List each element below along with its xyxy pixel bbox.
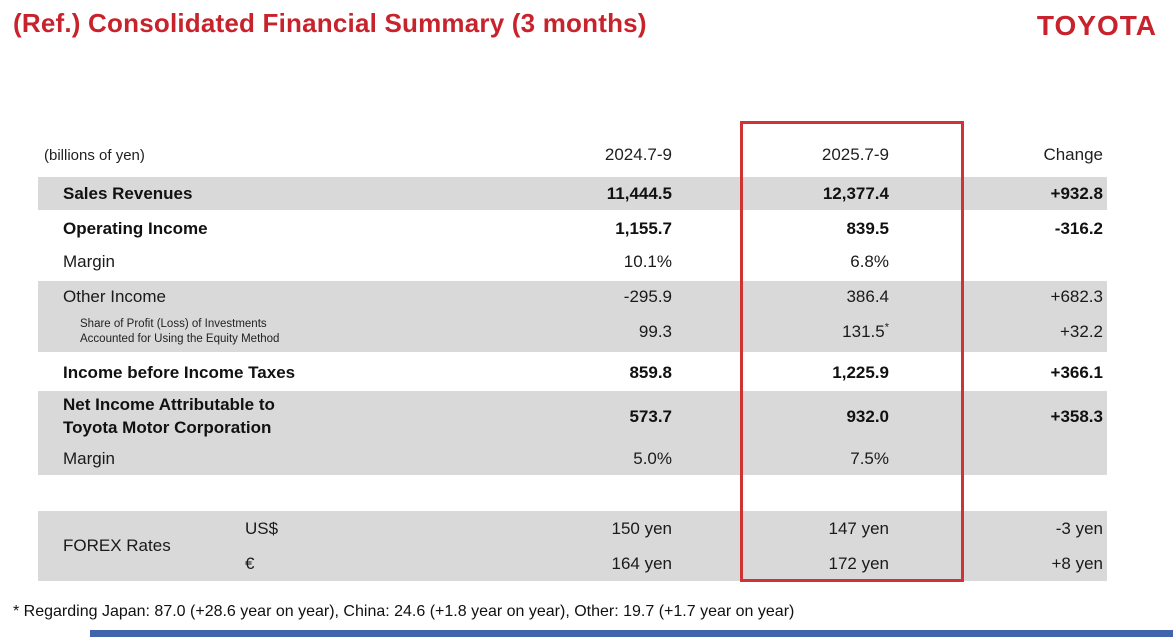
row-label: Net Income Attributable to Toyota Motor … bbox=[38, 394, 508, 439]
row-label-line1: Share of Profit (Loss) of Investments bbox=[80, 318, 267, 331]
value-2025: 1,225.9 bbox=[832, 363, 889, 382]
page-title: (Ref.) Consolidated Financial Summary (3… bbox=[13, 8, 647, 38]
value-change: +8 yen bbox=[1051, 553, 1103, 573]
table-row-income-before-taxes: Income before Income Taxes 859.8 1,225.9… bbox=[38, 355, 1107, 391]
value-change: +32.2 bbox=[1059, 322, 1103, 341]
value-2025: 932.0 bbox=[846, 406, 889, 426]
table-row-forex-usd: US$ 150 yen 147 yen -3 yen bbox=[38, 511, 1107, 546]
row-label-line2: Accounted for Using the Equity Method bbox=[80, 333, 280, 345]
value-2024: 859.8 bbox=[629, 363, 672, 382]
row-label: Income before Income Taxes bbox=[63, 363, 296, 382]
bottom-accent-bar bbox=[90, 630, 1173, 637]
value-change: +682.3 bbox=[1050, 286, 1103, 306]
table-row-operating-income: Operating Income 1,155.7 839.5 -316.2 bbox=[38, 212, 1107, 245]
value-2025: 147 yen bbox=[828, 518, 890, 538]
value-2024: 99.3 bbox=[638, 322, 672, 341]
unit-note: (billions of yen) bbox=[44, 146, 145, 164]
value-2024: -295.9 bbox=[623, 286, 672, 306]
row-label: € bbox=[38, 554, 508, 574]
table-row-forex-eur: € 164 yen 172 yen +8 yen bbox=[38, 546, 1107, 581]
value-2025: 386.4 bbox=[846, 286, 889, 306]
value-2025: 131.5* bbox=[842, 321, 889, 341]
value-2025: 839.5 bbox=[846, 218, 889, 238]
row-label-line2: Toyota Motor Corporation bbox=[63, 417, 272, 437]
value-2024: 10.1% bbox=[623, 251, 672, 271]
row-label: Margin bbox=[63, 251, 115, 271]
value-2024: 164 yen bbox=[611, 553, 673, 573]
table-row-net-margin: Margin 5.0% 7.5% bbox=[38, 442, 1107, 475]
column-header-2024: 2024.7-9 bbox=[604, 145, 672, 164]
value-change: +366.1 bbox=[1050, 363, 1103, 382]
value-2024: 1,155.7 bbox=[615, 218, 672, 238]
value-change: -316.2 bbox=[1054, 218, 1103, 238]
table-header-row: (billions of yen) 2024.7-9 2025.7-9 Chan… bbox=[38, 133, 1107, 177]
value-2025: 7.5% bbox=[850, 448, 889, 468]
row-label: Operating Income bbox=[63, 218, 208, 238]
currency-eur: € bbox=[245, 553, 255, 573]
column-header-change: Change bbox=[1043, 145, 1103, 164]
value-2024: 11,444.5 bbox=[606, 183, 672, 203]
financial-table: (billions of yen) 2024.7-9 2025.7-9 Chan… bbox=[38, 133, 1107, 581]
value-2025: 6.8% bbox=[850, 251, 889, 271]
value-2025: 172 yen bbox=[828, 553, 890, 573]
value-change: -3 yen bbox=[1055, 518, 1103, 538]
table-row-operating-margin: Margin 10.1% 6.8% bbox=[38, 245, 1107, 278]
row-label: Other Income bbox=[63, 286, 166, 306]
row-label: Share of Profit (Loss) of Investments Ac… bbox=[38, 317, 508, 347]
footnote-asterisk: * bbox=[884, 321, 889, 334]
table-row-net-income: Net Income Attributable to Toyota Motor … bbox=[38, 391, 1107, 442]
section-gap bbox=[38, 475, 1107, 511]
footnote: * Regarding Japan: 87.0 (+28.6 year on y… bbox=[13, 603, 795, 620]
forex-label: FOREX Rates bbox=[63, 536, 171, 555]
table-row-sales-revenues: Sales Revenues 11,444.5 12,377.4 +932.8 bbox=[38, 177, 1107, 210]
value-2025: 12,377.4 bbox=[822, 183, 889, 203]
value-2024: 573.7 bbox=[629, 406, 672, 426]
table-row-other-income: Other Income -295.9 386.4 +682.3 bbox=[38, 281, 1107, 312]
row-label: US$ bbox=[38, 519, 508, 539]
currency-usd: US$ bbox=[245, 518, 279, 538]
row-label: Sales Revenues bbox=[63, 183, 193, 203]
value-change: +358.3 bbox=[1050, 406, 1103, 426]
toyota-logo: TOYOTA bbox=[1036, 10, 1157, 41]
value-change: +932.8 bbox=[1050, 183, 1103, 203]
row-label: Margin bbox=[63, 448, 115, 468]
value-2024: 150 yen bbox=[611, 518, 673, 538]
forex-rates-block: FOREX Rates US$ 150 yen 147 yen -3 yen €… bbox=[38, 511, 1107, 581]
value-2024: 5.0% bbox=[633, 448, 672, 468]
table-row-equity-method: Share of Profit (Loss) of Investments Ac… bbox=[38, 312, 1107, 352]
row-label-line1: Net Income Attributable to bbox=[63, 395, 275, 415]
column-header-2025: 2025.7-9 bbox=[821, 145, 889, 164]
